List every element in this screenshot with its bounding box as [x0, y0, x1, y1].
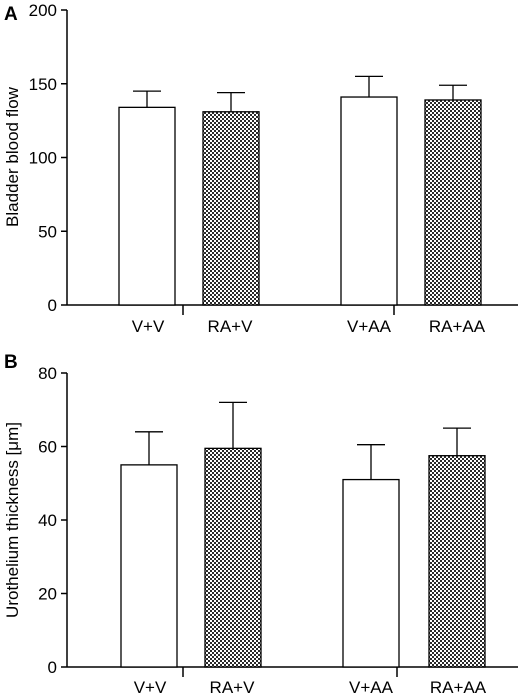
panel-b-category-label: V+V — [134, 678, 167, 697]
panel-a-bar — [118, 106, 176, 306]
panel-a-category-label: RA+AA — [429, 317, 486, 336]
panel-a-y-tick-label: 50 — [38, 222, 57, 241]
panel-b-category-label: RA+V — [210, 678, 256, 697]
panel-b-letter: B — [4, 352, 18, 373]
panel-a-bar — [340, 96, 398, 306]
chart-panel-a: A Bladder blood flow 0 50 100 150 200 V+V RA+V… — [3, 1, 518, 336]
panel-a-category-label: RA+V — [208, 317, 254, 336]
panel-b-y-tick-label: 20 — [38, 585, 57, 604]
panel-a-y-tick-label: 150 — [29, 75, 57, 94]
chart-panel-b: B Urothelium thickness [μm] 0 20 40 60 80 V+V… — [3, 352, 518, 697]
panel-b-y-tick-label: 80 — [38, 364, 57, 383]
panel-a-bar — [202, 111, 260, 306]
panel-b-category-label: V+AA — [349, 678, 394, 697]
panel-b-plot: 0 20 40 60 80 V+V RA+V V+AA RA+AA — [38, 364, 518, 697]
panel-b-y-tick-label: 40 — [38, 511, 57, 530]
panel-b-bar — [428, 455, 486, 668]
panel-b-bar — [204, 447, 262, 668]
panel-b-bar — [342, 478, 400, 668]
panel-a-letter: A — [4, 4, 18, 25]
panel-a-category-label: V+V — [132, 317, 165, 336]
panel-a-y-tick-label: 200 — [29, 1, 57, 20]
panel-b-y-axis-title: Urothelium thickness [μm] — [3, 422, 22, 618]
panel-a-category-label: V+AA — [347, 317, 392, 336]
panel-a-y-axis-title: Bladder blood flow — [3, 86, 22, 227]
panel-b-y-tick-label: 0 — [48, 658, 57, 677]
panel-b-y-tick-label: 60 — [38, 438, 57, 457]
panel-b-bar — [120, 464, 178, 668]
panel-a-plot: 0 50 100 150 200 V+V RA+V V+AA RA+AA — [29, 1, 518, 336]
panel-a-y-tick-label: 0 — [48, 296, 57, 315]
panel-b-category-label: RA+AA — [430, 678, 487, 697]
panel-a-bar — [424, 99, 482, 306]
panel-a-y-tick-label: 100 — [29, 149, 57, 168]
